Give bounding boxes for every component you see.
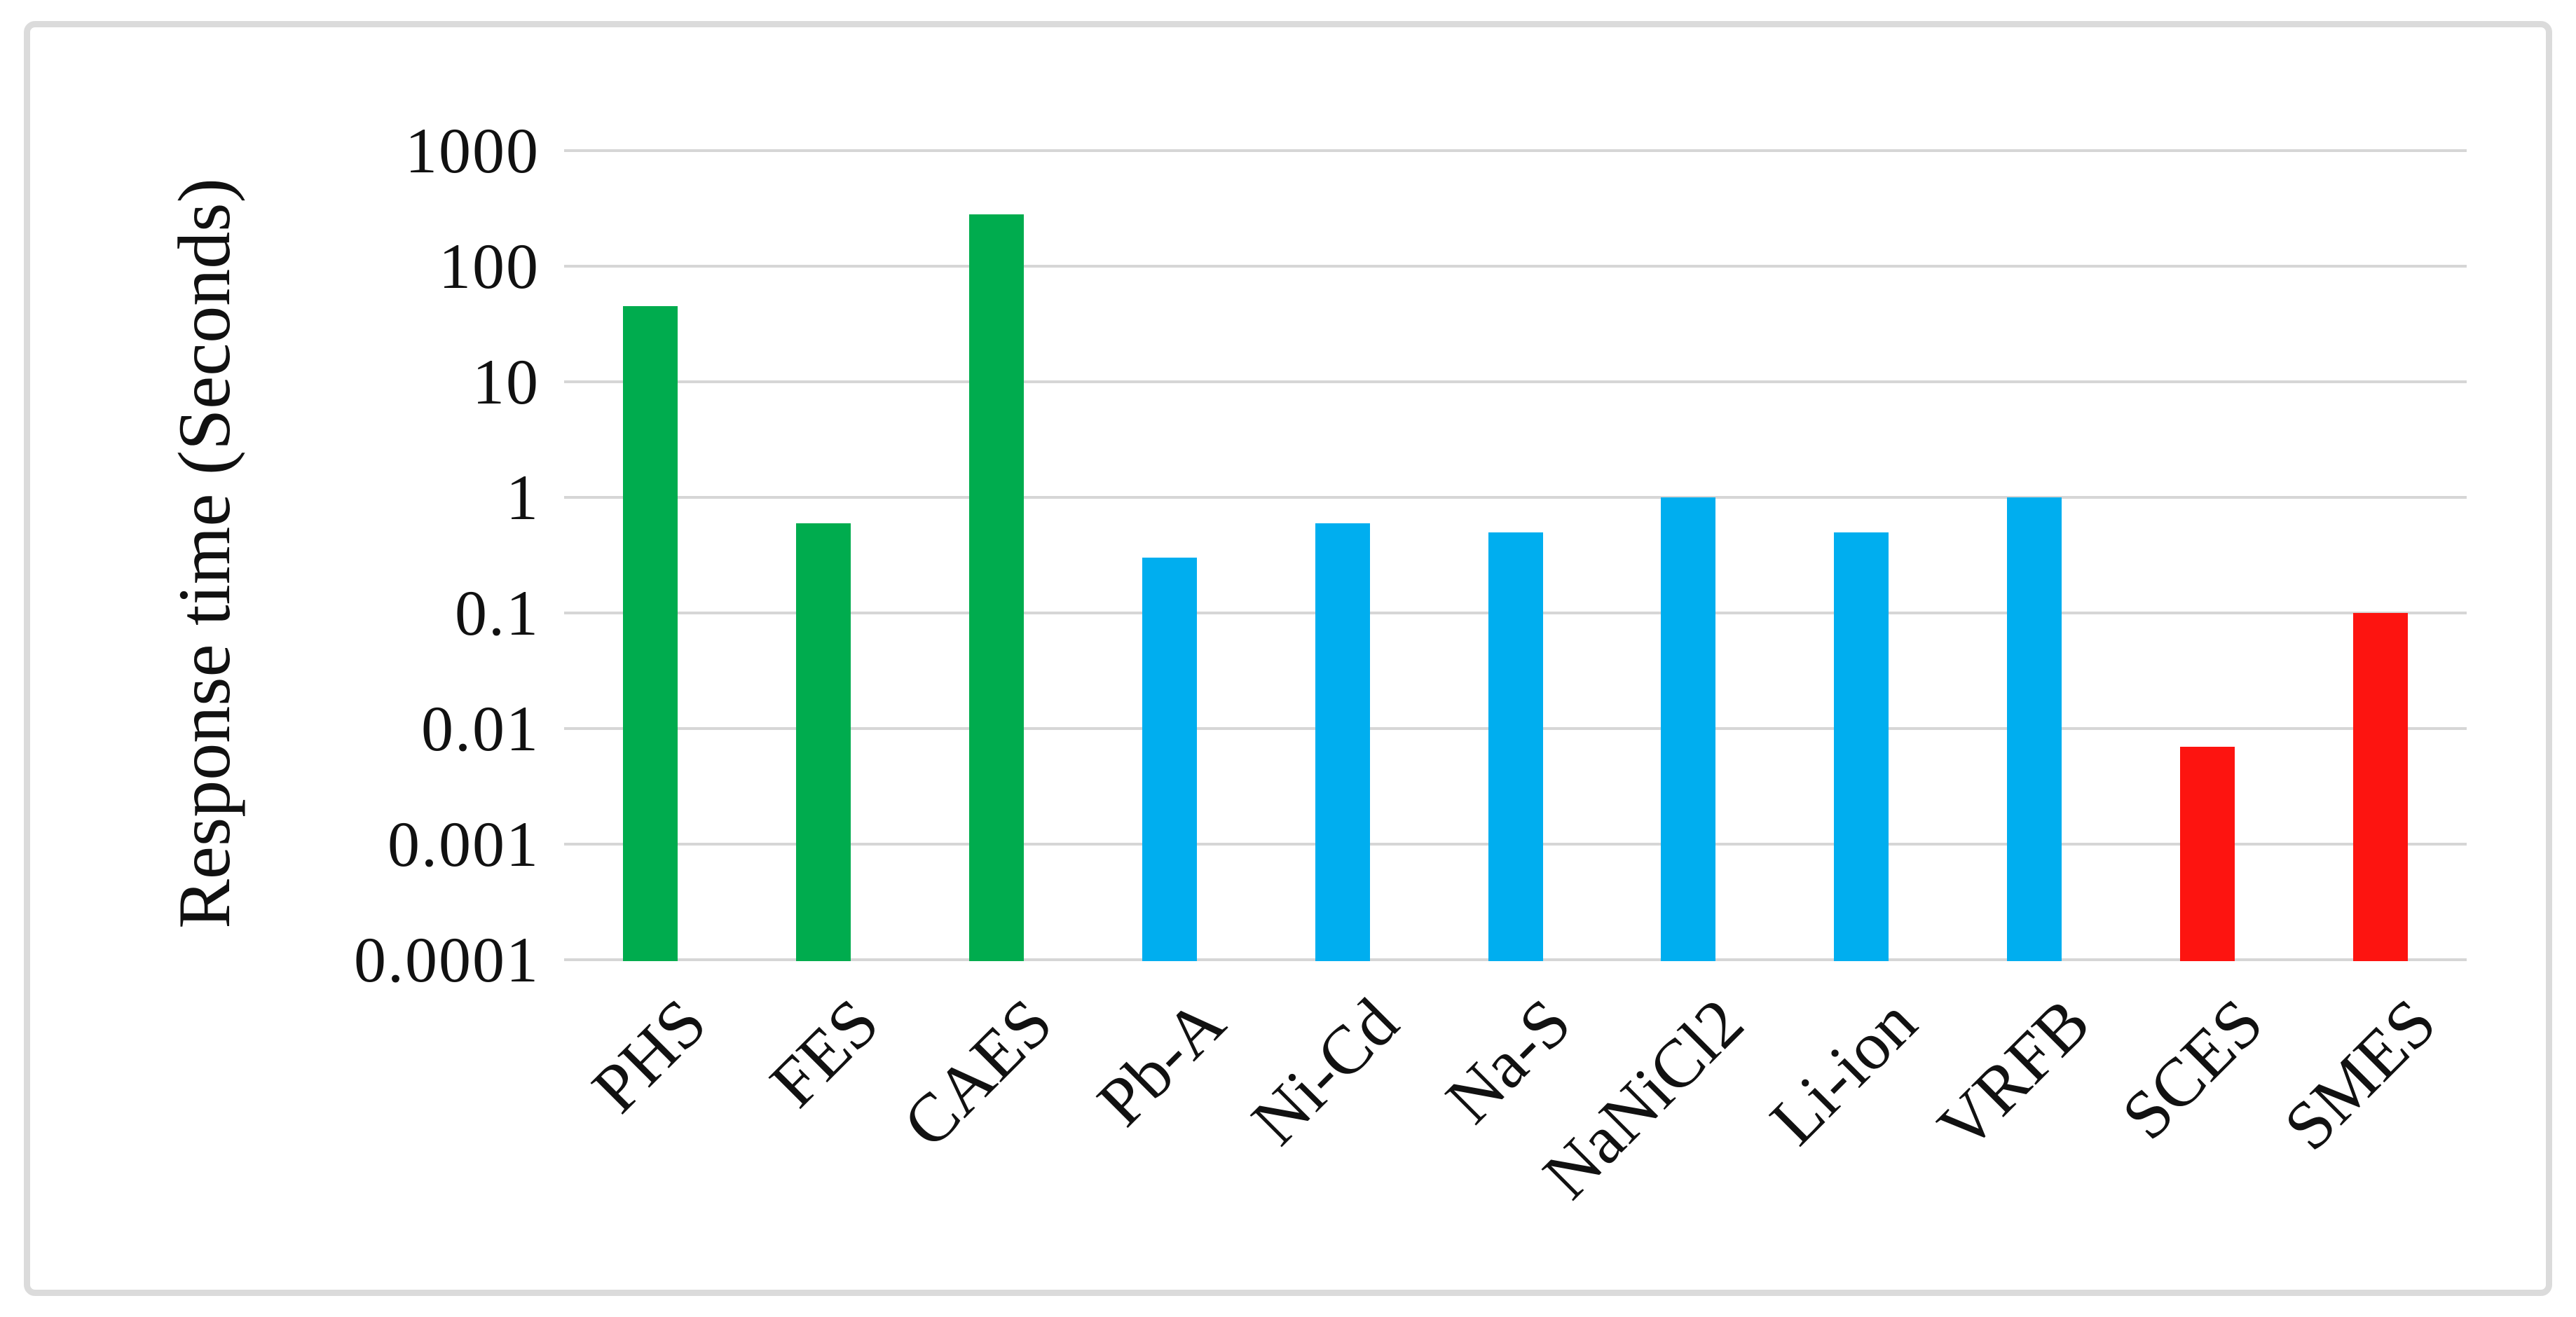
gridline-1 bbox=[564, 496, 2467, 499]
bar-li-ion bbox=[1834, 532, 1889, 961]
bar-pb-a bbox=[1142, 558, 1197, 961]
y-tick-label-10: 10 bbox=[472, 346, 540, 418]
y-tick-label-1: 1 bbox=[506, 462, 540, 533]
bar-vrfb bbox=[2006, 497, 2062, 961]
gridline-1000 bbox=[564, 149, 2467, 152]
plot-area bbox=[564, 149, 2467, 961]
bar-ni-cd bbox=[1315, 523, 1370, 961]
gridline-10 bbox=[564, 380, 2467, 383]
gridline-100 bbox=[564, 265, 2467, 268]
bar-caes bbox=[969, 214, 1025, 961]
y-tick-label-1000: 1000 bbox=[405, 115, 540, 186]
bar-fes bbox=[796, 523, 851, 961]
bar-smes bbox=[2352, 613, 2408, 961]
bar-nanicl2 bbox=[1661, 497, 1716, 961]
y-tick-label-0.0001: 0.0001 bbox=[354, 924, 540, 995]
y-tick-label-0.001: 0.001 bbox=[388, 808, 540, 880]
y-tick-label-0.01: 0.01 bbox=[421, 693, 540, 764]
figure-border bbox=[24, 21, 2552, 1296]
bar-na-s bbox=[1488, 532, 1543, 961]
y-tick-label-100: 100 bbox=[439, 230, 540, 302]
y-tick-label-0.1: 0.1 bbox=[455, 577, 540, 649]
bar-sces bbox=[2179, 746, 2235, 961]
bar-phs bbox=[623, 306, 678, 961]
